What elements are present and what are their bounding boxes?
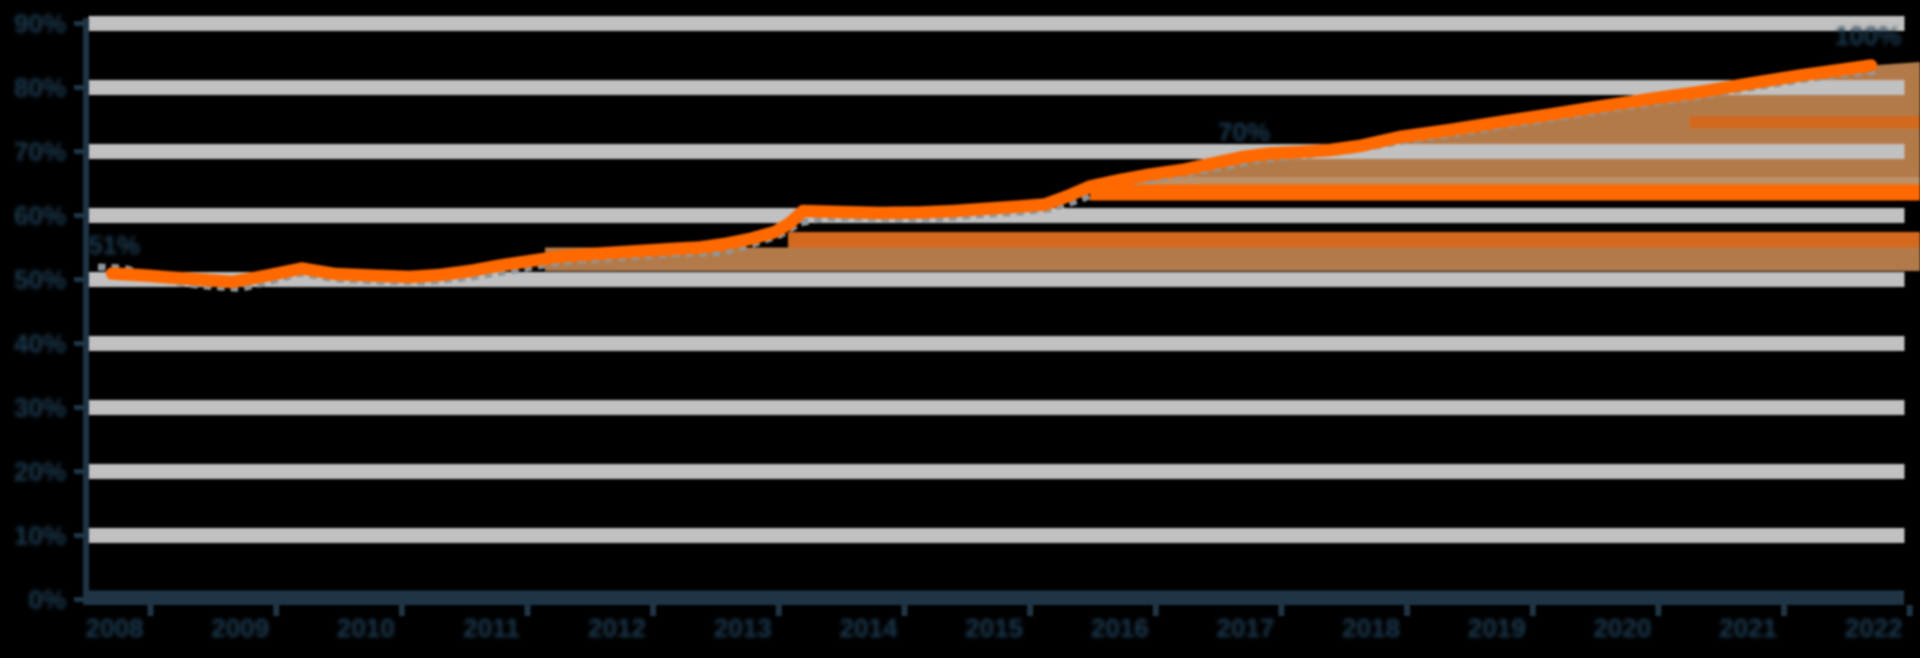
svg-text:2018: 2018 <box>1342 613 1400 643</box>
svg-text:2020: 2020 <box>1593 613 1651 643</box>
svg-text:2016: 2016 <box>1091 613 1149 643</box>
svg-text:20%: 20% <box>14 457 66 487</box>
svg-text:2009: 2009 <box>211 613 269 643</box>
svg-text:80%: 80% <box>14 73 66 103</box>
svg-text:30%: 30% <box>14 393 66 423</box>
svg-text:2019: 2019 <box>1468 613 1526 643</box>
svg-text:40%: 40% <box>14 329 66 359</box>
svg-text:2011: 2011 <box>463 613 519 643</box>
svg-text:2008: 2008 <box>86 613 144 643</box>
svg-text:2013: 2013 <box>714 613 772 643</box>
svg-text:2010: 2010 <box>337 613 395 643</box>
svg-text:2015: 2015 <box>965 613 1023 643</box>
svg-text:2022: 2022 <box>1845 613 1903 643</box>
svg-text:2017: 2017 <box>1216 613 1274 643</box>
svg-text:2014: 2014 <box>840 613 898 643</box>
svg-text:51%: 51% <box>88 230 140 260</box>
svg-text:90%: 90% <box>14 9 66 39</box>
svg-text:0%: 0% <box>28 585 66 615</box>
svg-text:50%: 50% <box>14 265 66 295</box>
svg-text:2021: 2021 <box>1719 613 1777 643</box>
svg-text:10%: 10% <box>14 521 66 551</box>
svg-text:70%: 70% <box>1218 117 1270 147</box>
svg-text:60%: 60% <box>14 201 66 231</box>
svg-text:70%: 70% <box>14 137 66 167</box>
svg-text:100%: 100% <box>1835 21 1902 51</box>
svg-text:2012: 2012 <box>588 613 646 643</box>
